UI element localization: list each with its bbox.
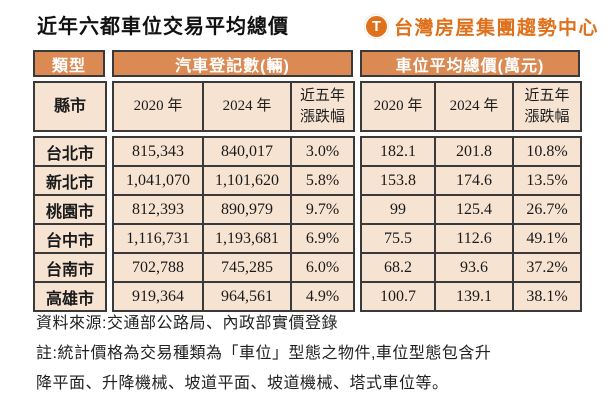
cell-price-2020: 153.8 (360, 165, 436, 196)
table-row: 99 125.4 26.7% (360, 194, 582, 225)
group-header-parking-price: 車位平均總價(萬元) (360, 50, 580, 77)
group-header-car-registrations: 汽車登記數(輛) (112, 50, 353, 77)
table-row: 新北市 (33, 165, 107, 196)
table-row: 100.7 139.1 38.1% (360, 281, 582, 312)
subheader-cell-city: 縣市 (33, 81, 107, 132)
column-group-type: 類型 縣市 台北市 新北市 桃園市 台中市 台南市 高雄市 (33, 50, 107, 312)
table-row: 75.5 112.6 49.1% (360, 223, 582, 254)
cell-car-2024: 1,101,620 (202, 165, 292, 196)
cell-car-2024: 964,561 (202, 281, 292, 312)
table-row: 台南市 (33, 252, 107, 283)
cell-car-change: 9.7% (290, 194, 355, 225)
table-row: 812,393 890,979 9.7% (112, 194, 355, 225)
cell-price-2024: 139.1 (434, 281, 514, 312)
page-title: 近年六都車位交易平均總價 (37, 16, 289, 38)
group-header-type: 類型 (33, 50, 105, 77)
column-group-car-registrations: 汽車登記數(輛) 2020 年 2024 年 近五年 漲跌幅 815,343 8… (112, 50, 355, 312)
cell-car-2024: 745,285 (202, 252, 292, 283)
cell-price-2020: 100.7 (360, 281, 436, 312)
cell-price-2024: 201.8 (434, 136, 514, 167)
cell-price-2020: 75.5 (360, 223, 436, 254)
table-row: 桃園市 (33, 194, 107, 225)
cell-car-change: 6.9% (290, 223, 355, 254)
table-row: 1,041,070 1,101,620 5.8% (112, 165, 355, 196)
cell-car-2024: 840,017 (202, 136, 292, 167)
footnote-line-1: 註:統計價格為交易種類為「車位」型態之物件,車位型態包含升 (36, 345, 492, 362)
cell-city: 台南市 (33, 252, 107, 283)
subheader-cell-change: 近五年 漲跌幅 (290, 81, 355, 132)
cell-car-change: 5.8% (290, 165, 355, 196)
footer-notes: 資料來源:交通部公路局、內政部實價登錄 註:統計價格為交易種類為「車位」型態之物… (36, 309, 491, 399)
cell-price-2020: 182.1 (360, 136, 436, 167)
table-row: 153.8 174.6 13.5% (360, 165, 582, 196)
table-row: 919,364 964,561 4.9% (112, 281, 355, 312)
cell-car-change: 3.0% (290, 136, 355, 167)
cell-price-2020: 68.2 (360, 252, 436, 283)
car-registration-data: 815,343 840,017 3.0% 1,041,070 1,101,620… (112, 136, 355, 312)
data-table: 類型 縣市 台北市 新北市 桃園市 台中市 台南市 高雄市 汽車登記數(輛) 2… (33, 50, 582, 312)
cell-city: 台中市 (33, 223, 107, 254)
cell-car-2020: 815,343 (112, 136, 204, 167)
brand-name: 台灣房屋集團趨勢中心 (393, 18, 599, 39)
cell-car-2024: 890,979 (202, 194, 292, 225)
table-row: 68.2 93.6 37.2% (360, 252, 582, 283)
subheader-city: 縣市 (33, 81, 107, 132)
cell-price-change: 10.8% (512, 136, 582, 167)
cell-car-2020: 1,041,070 (112, 165, 204, 196)
table-row: 815,343 840,017 3.0% (112, 136, 355, 167)
cell-city: 台北市 (33, 136, 107, 167)
cell-price-change: 13.5% (512, 165, 582, 196)
subheader-cell-2020: 2020 年 (112, 81, 204, 132)
cell-price-change-highlight: 49.1% (512, 223, 582, 254)
subheader-car: 2020 年 2024 年 近五年 漲跌幅 (112, 81, 355, 132)
cell-price-2020: 99 (360, 194, 436, 225)
brand-circle-icon: T (363, 14, 389, 39)
cell-car-change: 6.0% (290, 252, 355, 283)
subheader-cell-2020: 2020 年 (360, 81, 436, 132)
cell-price-2024: 125.4 (434, 194, 514, 225)
column-group-parking-price: 車位平均總價(萬元) 2020 年 2024 年 近五年 漲跌幅 182.1 2… (360, 50, 582, 312)
cell-price-change: 37.2% (512, 252, 582, 283)
cell-car-2024: 1,193,681 (202, 223, 292, 254)
subheader-price: 2020 年 2024 年 近五年 漲跌幅 (360, 81, 582, 132)
cell-price-2024: 93.6 (434, 252, 514, 283)
cell-car-2020: 919,364 (112, 281, 204, 312)
parking-price-data: 182.1 201.8 10.8% 153.8 174.6 13.5% 99 1… (360, 136, 582, 312)
cell-city: 高雄市 (33, 281, 107, 312)
cell-car-2020: 1,116,731 (112, 223, 204, 254)
cell-city: 桃園市 (33, 194, 107, 225)
table-row: 1,116,731 1,193,681 6.9% (112, 223, 355, 254)
source-note: 資料來源:交通部公路局、內政部實價登錄 (36, 315, 338, 332)
cell-price-2024: 112.6 (434, 223, 514, 254)
cell-price-change: 38.1% (512, 281, 582, 312)
table-row: 台北市 (33, 136, 107, 167)
cell-price-2024: 174.6 (434, 165, 514, 196)
subheader-cell-2024: 2024 年 (434, 81, 514, 132)
cell-city: 新北市 (33, 165, 107, 196)
footnote-line-2: 降平面、升降機械、坡道平面、坡道機械、塔式車位等。 (36, 375, 449, 392)
table-row: 高雄市 (33, 281, 107, 312)
table-row: 台中市 (33, 223, 107, 254)
cell-car-2020: 812,393 (112, 194, 204, 225)
cell-car-change: 4.9% (290, 281, 355, 312)
cell-price-change: 26.7% (512, 194, 582, 225)
table-row: 702,788 745,285 6.0% (112, 252, 355, 283)
city-column: 台北市 新北市 桃園市 台中市 台南市 高雄市 (33, 136, 107, 312)
subheader-cell-2024: 2024 年 (202, 81, 292, 132)
brand-logo: T 台灣房屋集團趨勢中心 (363, 13, 599, 40)
cell-car-2020: 702,788 (112, 252, 204, 283)
subheader-cell-change: 近五年 漲跌幅 (512, 81, 582, 132)
table-row: 182.1 201.8 10.8% (360, 136, 582, 167)
